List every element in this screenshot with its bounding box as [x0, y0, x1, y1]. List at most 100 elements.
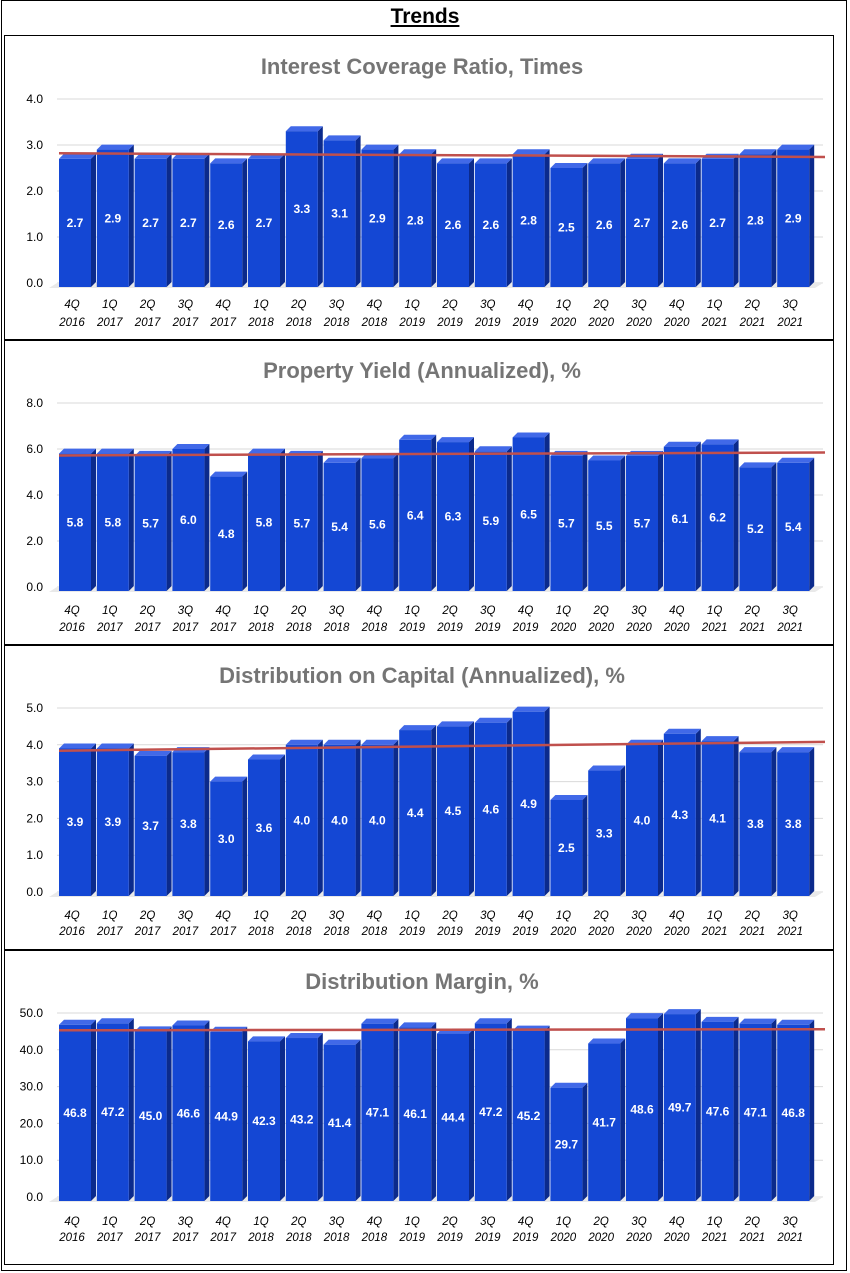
bar-side [242, 158, 248, 287]
bar-side [91, 1019, 96, 1201]
data-label: 2.6 [671, 218, 688, 232]
bar-side [280, 1036, 285, 1201]
bar-side [469, 1028, 474, 1201]
bar-4Q-2020 [663, 158, 701, 287]
bar-front [588, 163, 621, 287]
bar-3Q-2021 [777, 1019, 815, 1201]
bar-1Q-2018 [248, 153, 285, 287]
bar-1Q-2021 [701, 1016, 739, 1201]
bar-top [96, 144, 134, 150]
bar-top [323, 457, 361, 463]
bar-side [128, 1018, 134, 1201]
bar-front [739, 752, 772, 896]
data-label: 47.6 [706, 1104, 730, 1118]
bar-front [323, 744, 356, 896]
bar-side [204, 153, 210, 287]
x-tick-label-year: 2018 [247, 1232, 274, 1244]
x-tick-label-quarter: 1Q [556, 299, 571, 311]
bar-side [431, 149, 437, 287]
bar-top [550, 1082, 588, 1088]
data-label: 29.7 [555, 1137, 579, 1151]
bar-side [166, 153, 172, 287]
bar-top [96, 448, 134, 454]
bar-2Q-2019 [437, 721, 474, 896]
bar-top [59, 153, 96, 159]
bar-top [739, 747, 777, 753]
bar-front [626, 158, 658, 287]
x-tick-label-quarter: 1Q [405, 910, 420, 922]
bar-top [550, 795, 588, 800]
bar-front [550, 455, 583, 591]
bar-top [588, 158, 626, 164]
x-tick-label-quarter: 1Q [405, 605, 420, 617]
data-label: 2.9 [785, 211, 802, 225]
bar-front [96, 1023, 129, 1201]
bar-top [663, 441, 701, 447]
x-tick-label-year: 2021 [701, 317, 728, 329]
bar-front [474, 722, 507, 896]
bar-top [96, 743, 134, 749]
bar-top [285, 126, 323, 132]
bar-2Q-2017 [134, 1026, 172, 1201]
bar-front [210, 163, 243, 287]
bar-front [777, 1024, 810, 1201]
data-label: 4.9 [520, 797, 537, 811]
data-label: 5.4 [785, 520, 802, 534]
bar-top [323, 135, 361, 141]
bar-top [323, 1039, 361, 1045]
x-tick-label-quarter: 3Q [329, 299, 344, 311]
x-tick-label-year: 2019 [512, 317, 539, 329]
x-tick-label-year: 2021 [739, 317, 766, 329]
x-tick-label-year: 2020 [625, 926, 652, 938]
data-label: 3.0 [218, 832, 235, 846]
bar-front [474, 451, 507, 591]
bar-front [285, 1038, 318, 1201]
bar-top [134, 750, 172, 756]
x-tick-label-year: 2019 [436, 622, 463, 634]
x-tick-label-quarter: 2Q [441, 1216, 457, 1228]
x-tick-label-quarter: 4Q [64, 910, 79, 922]
bar-top [323, 739, 361, 745]
bar-front [134, 455, 167, 591]
bar-side [166, 1026, 172, 1201]
x-tick-label-year: 2019 [474, 1232, 501, 1244]
data-label: 4.0 [369, 813, 386, 827]
bar-side [355, 739, 361, 896]
x-tick-label-quarter: 2Q [593, 910, 609, 922]
x-tick-label-quarter: 1Q [707, 1216, 722, 1228]
x-tick-label-quarter: 3Q [329, 910, 344, 922]
data-label: 2.7 [142, 216, 159, 230]
data-label: 2.6 [445, 218, 462, 232]
x-tick-label-year: 2017 [96, 1232, 123, 1244]
bar-side [242, 776, 248, 896]
x-tick-label-year: 2018 [247, 317, 274, 329]
bar-side [733, 736, 739, 896]
bar-front [663, 1014, 696, 1201]
y-tick-label: 0.0 [26, 276, 43, 290]
x-tick-label-year: 2017 [134, 1232, 161, 1244]
bar-side [506, 1018, 512, 1201]
x-tick-label-quarter: 2Q [744, 605, 760, 617]
bar-2Q-2021 [739, 747, 777, 896]
x-tick-label-quarter: 2Q [139, 299, 155, 311]
x-tick-label-year: 2018 [285, 926, 312, 938]
x-tick-label-year: 2018 [247, 622, 274, 634]
bar-top [777, 1019, 815, 1025]
x-tick-label-year: 2017 [96, 926, 123, 938]
bar-3Q-2019 [474, 1018, 512, 1201]
data-label: 49.7 [668, 1101, 692, 1115]
bar-side [242, 471, 248, 591]
bar-front [172, 752, 205, 896]
x-tick-label-quarter: 3Q [631, 605, 646, 617]
bar-front [663, 733, 696, 896]
data-label: 5.4 [331, 520, 348, 534]
bar-3Q-2021 [777, 457, 815, 591]
bar-side [431, 725, 437, 896]
bar-front [701, 444, 734, 591]
data-label: 3.3 [293, 202, 310, 216]
x-tick-label-year: 2017 [209, 622, 236, 634]
x-tick-label-quarter: 1Q [556, 910, 571, 922]
bar-side [393, 453, 399, 591]
bar-top [210, 471, 248, 477]
bar-top [248, 448, 285, 454]
